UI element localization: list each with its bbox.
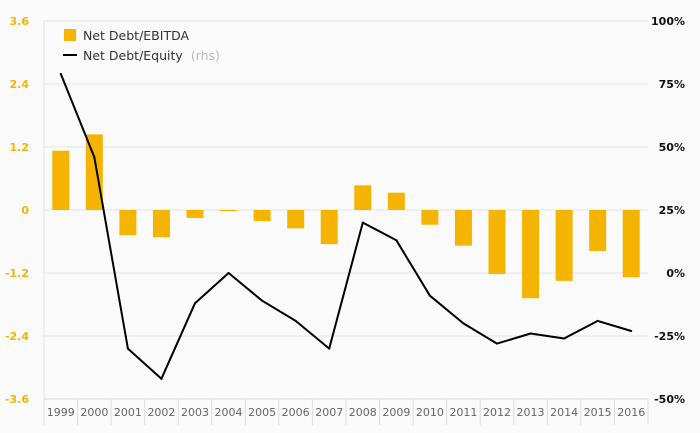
- x-tick-label-2004: 2004: [215, 406, 243, 419]
- bar-2011: [454, 210, 472, 246]
- bar-2002: [152, 210, 170, 238]
- y-left-tick-label: -3.6: [5, 393, 29, 406]
- line-point-2012: [496, 342, 498, 345]
- x-tick-label-2009: 2009: [382, 406, 410, 419]
- x-tick-label-2007: 2007: [315, 406, 343, 419]
- y-left-tick-label: 2.4: [10, 78, 30, 91]
- bar-2014: [555, 210, 573, 281]
- y-left-tick-label: -2.4: [5, 330, 29, 343]
- bar-2005: [253, 210, 271, 222]
- line-net-debt-equity: [59, 73, 632, 380]
- y-right-tick-label: 100%: [651, 15, 685, 28]
- y-right-tick-label: 50%: [659, 141, 685, 154]
- y-right-tick-label: 75%: [659, 78, 685, 91]
- line-point-2013: [529, 332, 532, 335]
- line-point-2003: [194, 302, 196, 305]
- line-point-2002: [160, 377, 163, 380]
- x-tick-label-2010: 2010: [416, 406, 444, 419]
- bar-2009: [387, 192, 405, 210]
- line-point-2006: [294, 319, 297, 322]
- line-point-2000: [93, 156, 96, 159]
- legend: Net Debt/EBITDA Net Debt/Equity (rhs): [63, 28, 220, 63]
- x-axis: 1999 2000 2001 2002 2003 2004 2005 2006 2007 2008…: [43, 399, 649, 425]
- legend-label-net-debt-equity-name: Net Debt/Equity: [83, 48, 183, 63]
- y-right-tick-label: 25%: [659, 204, 685, 217]
- bar-2012: [488, 210, 506, 275]
- y-axis-right: 100% 75% 50% 25% 0% -25% -50%: [651, 15, 685, 406]
- x-tick-label-2013: 2013: [517, 406, 545, 419]
- bar-2004: [220, 210, 238, 212]
- y-left-tick-label: -1.2: [5, 267, 29, 280]
- legend-label-rhs-note: (rhs): [191, 48, 220, 63]
- y-left-tick-label: 0: [21, 204, 29, 217]
- x-tick-label-2016: 2016: [617, 406, 645, 419]
- x-tick-label-2011: 2011: [449, 406, 477, 419]
- line-point-2010: [428, 294, 431, 297]
- line-point-2001: [126, 347, 129, 350]
- line-point-2005: [261, 299, 264, 302]
- x-tick-label-2014: 2014: [550, 406, 578, 419]
- line-series: [59, 72, 633, 380]
- line-point-2008: [361, 221, 364, 224]
- y-axis-left: 3.6 2.4 1.2 0 -1.2 -2.4 -3.6: [5, 15, 29, 406]
- bar-series: [52, 134, 640, 299]
- x-tick-label-2012: 2012: [483, 406, 511, 419]
- x-tick-label-2015: 2015: [584, 406, 612, 419]
- bar-2006: [287, 210, 305, 229]
- y-left-tick-label: 3.6: [10, 15, 30, 28]
- y-right-tick-label: -25%: [654, 330, 685, 343]
- bar-2008: [354, 185, 372, 210]
- line-point-2004: [227, 272, 230, 274]
- bar-2001: [119, 210, 137, 236]
- line-point-1999: [59, 72, 62, 75]
- x-tick-label-2000: 2000: [80, 406, 108, 419]
- legend-swatch-net-debt-ebitda: [64, 29, 76, 41]
- line-point-2015: [596, 319, 599, 322]
- bar-2007: [320, 210, 338, 245]
- x-tick-label-2008: 2008: [349, 406, 377, 419]
- bar-1999: [52, 150, 70, 210]
- bar-2015: [589, 210, 607, 251]
- bar-2010: [421, 210, 439, 225]
- y-right-tick-label: 0%: [666, 267, 685, 280]
- line-point-2011: [462, 322, 465, 325]
- y-left-tick-label: 1.2: [10, 141, 30, 154]
- bar-2016: [622, 210, 640, 278]
- line-point-2016: [630, 329, 633, 332]
- line-point-2009: [395, 239, 398, 242]
- y-right-tick-label: -50%: [654, 393, 685, 406]
- x-tick-label-2002: 2002: [147, 406, 175, 419]
- line-point-2014: [563, 337, 566, 340]
- x-tick-label-2001: 2001: [114, 406, 142, 419]
- bar-2000: [85, 134, 103, 210]
- x-tick-label-2006: 2006: [282, 406, 310, 419]
- bar-2013: [522, 210, 540, 299]
- bar-2003: [186, 210, 204, 218]
- x-tick-label-2005: 2005: [248, 406, 276, 419]
- legend-label-net-debt-ebitda: Net Debt/EBITDA: [83, 28, 189, 43]
- line-point-2007: [328, 347, 331, 350]
- x-tick-label-2003: 2003: [181, 406, 209, 419]
- legend-label-net-debt-equity: Net Debt/Equity (rhs): [83, 48, 220, 63]
- x-tick-label-1999: 1999: [47, 406, 75, 419]
